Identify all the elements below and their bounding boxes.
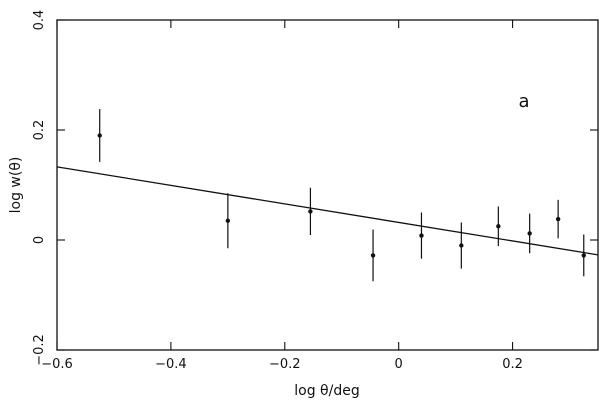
- y-axis-label: log w(θ): [8, 157, 24, 214]
- point-marker: [308, 209, 313, 214]
- x-tick-label: 0.2: [502, 357, 523, 372]
- fit-line: [56, 166, 599, 256]
- data-point: [581, 234, 586, 277]
- fit-line-group: [56, 166, 599, 256]
- point-marker: [581, 253, 586, 258]
- x-tick-label: −0.6: [41, 357, 73, 372]
- y-tick-label: 0.4: [32, 10, 47, 31]
- data-point: [555, 199, 561, 239]
- y-tick-label: −0.2: [32, 334, 47, 366]
- x-tick-label: −0.2: [269, 357, 301, 372]
- data-points: [97, 109, 586, 282]
- x-axis-label: log θ/deg: [294, 383, 359, 399]
- point-marker: [459, 243, 464, 248]
- point-marker: [496, 224, 501, 229]
- data-point: [419, 212, 424, 259]
- data-point: [97, 109, 102, 162]
- data-point: [527, 213, 532, 254]
- data-point: [370, 229, 376, 282]
- y-tick-label: 0: [32, 236, 47, 244]
- x-tick-label: −0.4: [155, 357, 187, 372]
- panel-label: a: [518, 91, 529, 112]
- data-point: [225, 193, 231, 249]
- point-marker: [527, 231, 532, 236]
- axis-ticks: −0.6 −0.4 −0.2 0 0.2 −0.2 0 0.2 0.4: [32, 10, 598, 372]
- point-marker: [225, 218, 231, 223]
- data-point: [308, 187, 313, 236]
- point-marker: [97, 133, 102, 138]
- plot-frame: [56, 19, 599, 351]
- data-point: [496, 206, 501, 247]
- point-marker: [555, 216, 561, 222]
- y-tick-label: 0.2: [32, 120, 47, 141]
- point-marker: [370, 253, 376, 258]
- point-marker: [419, 233, 424, 238]
- data-point: [459, 222, 464, 269]
- x-tick-label: 0: [395, 357, 403, 372]
